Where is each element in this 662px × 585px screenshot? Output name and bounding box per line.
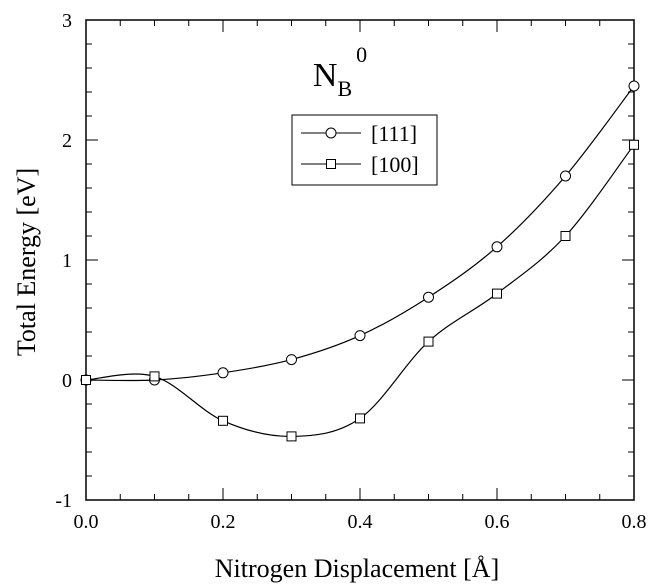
y-axis-label: Total Energy [eV] (12, 168, 41, 356)
legend-label-111: [111] (371, 121, 417, 146)
title-main: N (313, 57, 338, 94)
y-tick-label: -1 (55, 490, 72, 512)
data-point-circle (423, 291, 434, 303)
legend-label-100: [100] (371, 152, 419, 177)
series-curves (85, 85, 635, 438)
x-tick-label: 0.8 (622, 511, 647, 533)
data-point-square (81, 375, 91, 385)
legend-marker-circle (325, 127, 337, 139)
data-point-square (629, 139, 639, 150)
data-point-square (492, 288, 502, 299)
data-point-square (560, 231, 571, 241)
legend-box (291, 114, 438, 186)
y-tick-label: 1 (62, 250, 72, 272)
y-tick-label: 2 (62, 130, 72, 152)
legend-marker-square (326, 159, 336, 169)
series-line-1 (85, 144, 635, 438)
data-point-circle (628, 80, 640, 92)
data-point-circle (217, 367, 229, 379)
title-superscript: 0 (356, 42, 367, 67)
series-line-0 (85, 85, 635, 382)
plot-frame (85, 19, 635, 501)
x-tick-label: 0.4 (348, 511, 373, 533)
data-point-circle (354, 330, 366, 342)
data-point-square (149, 371, 160, 382)
data-point-square (218, 415, 228, 426)
data-point-square (423, 336, 434, 347)
x-axis-label: Nitrogen Displacement [Å] (215, 554, 499, 583)
y-tick-label: 3 (62, 10, 72, 32)
x-tick-label: 0.6 (485, 511, 510, 533)
data-point-circle (286, 354, 297, 366)
data-point-square (355, 413, 365, 424)
data-point-circle (491, 241, 503, 253)
axis-ticks: 0.0 0.2 0.4 0.6 0.8 -1 0 1 2 3 (55, 10, 646, 533)
x-tick-label: 0.0 (74, 511, 99, 533)
y-tick-label: 0 (62, 370, 72, 392)
legend: [111] [100] (291, 114, 438, 186)
title-subscript: B (337, 76, 352, 101)
data-point-circle (560, 170, 571, 182)
data-point-square (286, 431, 297, 442)
chart-title: NB0 (313, 42, 367, 101)
series-markers (80, 80, 640, 442)
x-tick-label: 0.2 (211, 511, 236, 533)
